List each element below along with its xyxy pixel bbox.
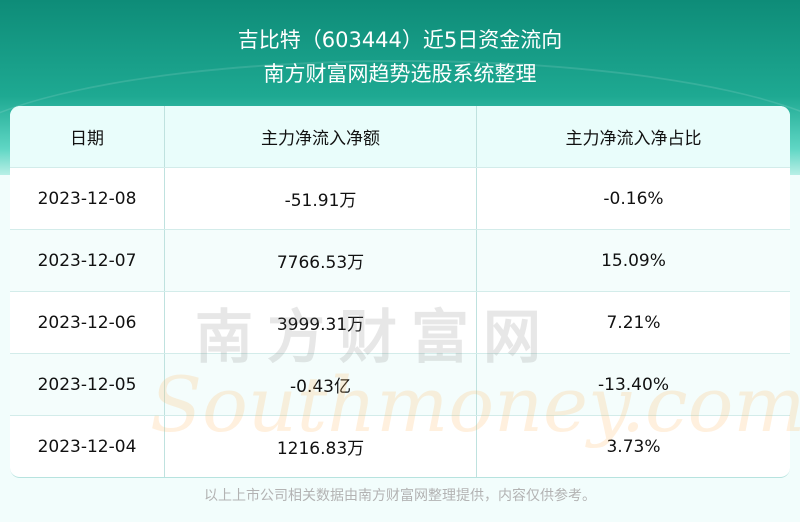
table-row: 2023-12-05 -0.43亿 -13.40% xyxy=(10,353,790,415)
table-row: 2023-12-06 3999.31万 7.21% xyxy=(10,291,790,353)
cell-net-inflow: 1216.83万 xyxy=(165,416,477,477)
page-title: 吉比特（603444）近5日资金流向 xyxy=(237,28,563,52)
cell-net-ratio: -13.40% xyxy=(598,374,669,395)
table-row: 2023-12-07 7766.53万 15.09% xyxy=(10,229,790,291)
cell-date: 2023-12-07 xyxy=(10,230,165,291)
cell-date: 2023-12-05 xyxy=(10,354,165,415)
cell-net-inflow: 7766.53万 xyxy=(165,230,477,291)
cell-net-ratio: 3.73% xyxy=(606,436,661,457)
page-subtitle: 南方财富网趋势选股系统整理 xyxy=(263,62,537,86)
footer-disclaimer: 以上上市公司相关数据由南方财富网整理提供，内容仅供参考。 xyxy=(204,488,596,504)
cell-net-ratio: 15.09% xyxy=(601,250,666,271)
fund-flow-table: 日期 主力净流入净额 主力净流入净占比 2023-12-08 -51.91万 -… xyxy=(10,106,790,478)
cell-net-inflow: -0.43亿 xyxy=(165,354,477,415)
cell-net-inflow: 3999.31万 xyxy=(165,292,477,353)
cell-net-inflow: -51.91万 xyxy=(165,168,477,229)
cell-net-ratio: -0.16% xyxy=(603,188,664,209)
cell-date: 2023-12-06 xyxy=(10,292,165,353)
table-row: 2023-12-08 -51.91万 -0.16% xyxy=(10,167,790,229)
cell-net-ratio: 7.21% xyxy=(606,312,661,333)
table-header: 日期 主力净流入净额 主力净流入净占比 xyxy=(10,106,790,167)
column-header-net-ratio: 主力净流入净占比 xyxy=(565,129,702,149)
cell-date: 2023-12-08 xyxy=(10,168,165,229)
column-header-date: 日期 xyxy=(10,106,165,167)
table-row: 2023-12-04 1216.83万 3.73% xyxy=(10,415,790,477)
column-header-net-inflow: 主力净流入净额 xyxy=(165,106,477,167)
cell-date: 2023-12-04 xyxy=(10,416,165,477)
